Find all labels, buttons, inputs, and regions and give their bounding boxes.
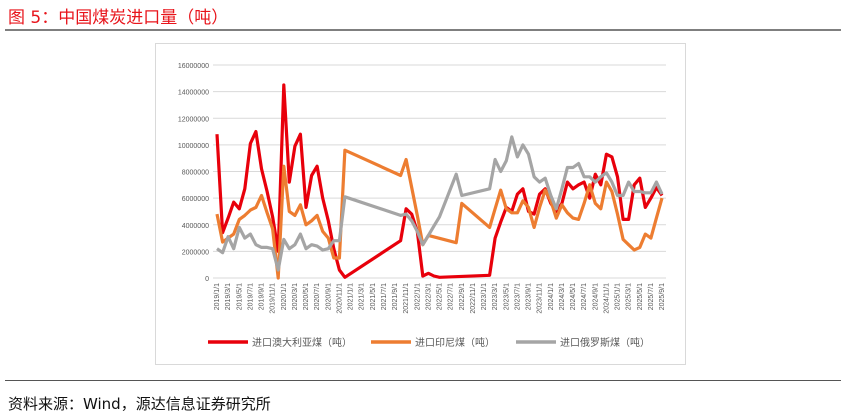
x-tick-label: 2022/7/1: [448, 283, 455, 310]
x-tick-label: 2023/5/1: [503, 283, 510, 310]
y-tick-label: 2000000: [182, 249, 209, 256]
y-tick-label: 4000000: [182, 223, 209, 230]
x-tick-label: 2020/9/1: [325, 283, 332, 310]
x-tick-label: 2024/1/1: [548, 283, 555, 310]
source-divider: [5, 380, 841, 381]
x-tick-label: 2019/5/1: [236, 283, 243, 310]
source-note: 资料来源：Wind，源达信息证券研究所: [8, 395, 271, 413]
x-tick-label: 2020/11/1: [336, 283, 343, 314]
x-tick-label: 2019/11/1: [270, 283, 277, 314]
x-tick-label: 2019/9/1: [259, 283, 266, 310]
y-tick-label: 14000000: [178, 90, 209, 97]
x-tick-label: 2024/7/1: [581, 283, 588, 310]
x-tick-label: 2025/7/1: [648, 283, 655, 310]
x-tick-label: 2023/7/1: [514, 283, 521, 310]
x-tick-label: 2025/3/1: [626, 283, 633, 310]
chart-frame: 0 2000000 4000000 6000000 8000000 10000000 120…: [155, 43, 686, 365]
x-tick-label: 2020/1/1: [281, 283, 288, 310]
x-tick-label: 2021/11/1: [403, 283, 410, 314]
x-tick-label: 2023/11/1: [537, 283, 544, 314]
y-tick-label: 10000000: [178, 143, 209, 150]
y-tick-label: 16000000: [178, 63, 209, 70]
x-tick-label: 2021/9/1: [392, 283, 399, 310]
x-tick-label: 2021/5/1: [370, 283, 377, 310]
x-tick-label: 2019/7/1: [247, 283, 254, 310]
legend-label: 进口俄罗斯煤（吨）: [560, 336, 650, 349]
x-tick-label: 2023/9/1: [526, 283, 533, 310]
x-tick-label: 2022/9/1: [459, 283, 466, 310]
x-tick-label: 2019/3/1: [225, 283, 232, 310]
x-tick-label: 2022/1/1: [414, 283, 421, 310]
x-tick-label: 2025/9/1: [659, 283, 666, 310]
series-line-2: [216, 135, 664, 272]
x-tick-label: 2022/5/1: [437, 283, 444, 310]
x-tick-label: 2022/11/1: [470, 283, 477, 314]
title-divider: [5, 29, 841, 31]
x-tick-label: 2025/1/1: [615, 283, 622, 310]
x-tick-label: 2022/3/1: [425, 283, 432, 310]
x-tick-label: 2021/1/1: [348, 283, 355, 310]
x-tick-label: 2023/1/1: [481, 283, 488, 310]
x-tick-label: 2024/9/1: [592, 283, 599, 310]
x-tick-label: 2025/5/1: [637, 283, 644, 310]
x-tick-label: 2024/5/1: [570, 283, 577, 310]
line-chart: 0 2000000 4000000 6000000 8000000 10000000 120…: [178, 63, 666, 349]
x-tick-label: 2023/3/1: [492, 283, 499, 310]
y-tick-label: 0: [205, 276, 209, 283]
y-tick-label: 6000000: [182, 196, 209, 203]
y-tick-label: 8000000: [182, 170, 209, 177]
x-tick-label: 2020/5/1: [303, 283, 310, 310]
legend-label: 进口澳大利亚煤（吨）: [252, 336, 352, 349]
y-tick-label: 12000000: [178, 116, 209, 123]
x-tick-label: 2024/11/1: [603, 283, 610, 314]
legend-label: 进口印尼煤（吨）: [415, 336, 495, 349]
x-tick-label: 2020/3/1: [292, 283, 299, 310]
x-tick-label: 2021/7/1: [381, 283, 388, 310]
x-tick-label: 2024/3/1: [559, 283, 566, 310]
x-tick-label: 2021/3/1: [359, 283, 366, 310]
x-tick-label: 2020/7/1: [314, 283, 321, 310]
series-line-0: [215, 83, 664, 279]
x-tick-label: 2019/1/1: [214, 283, 221, 310]
figure-title: 图 5：中国煤炭进口量（吨）: [8, 8, 229, 28]
